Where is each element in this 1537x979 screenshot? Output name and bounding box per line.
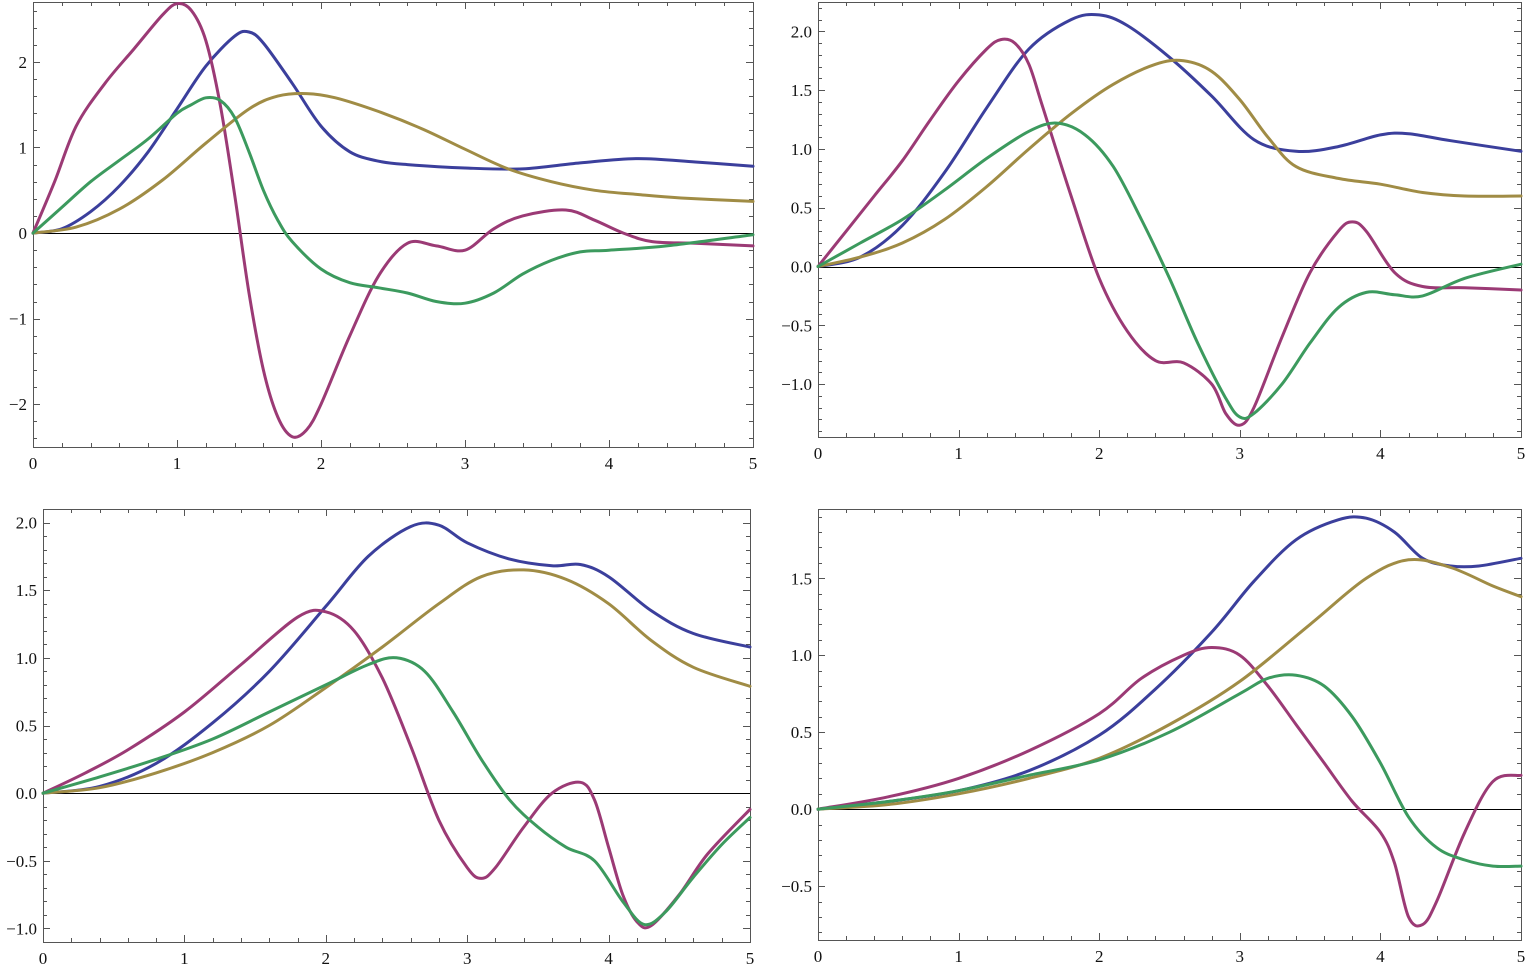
y-tick-label: 1.5 (16, 581, 37, 600)
y-tick-label: 0.5 (791, 199, 812, 218)
y-tick-label: −1.0 (6, 919, 37, 938)
plot-frame-bottom-left (43, 509, 751, 943)
y-tick-label: −1.0 (781, 375, 812, 394)
chart-svg-top-left: 0 1 2 3 4 5 −2 −1 0 1 2 (9, 2, 758, 473)
x-tick-label: 3 (1236, 947, 1245, 966)
plot-frame-top-right (818, 2, 1522, 438)
y-tick-label: 1.5 (791, 569, 812, 588)
x-tick-label: 3 (461, 454, 470, 473)
y-tick-label: 0 (19, 224, 28, 243)
series-line-magenta-top-right (816, 37, 1523, 427)
y-tick-label: 1 (19, 138, 28, 157)
y-tick-label: 0.5 (16, 717, 37, 736)
y-tick-label: −2 (9, 395, 27, 414)
chart-panel-bottom-right: 0 1 2 3 4 5 −0.5 0.0 0.5 1.0 1.5 (768, 489, 1537, 979)
x-tick-label: 2 (322, 949, 331, 968)
x-tick-label: 4 (1376, 947, 1385, 966)
series-line-green-top-left (31, 95, 755, 306)
plot-frame-bottom-right (818, 509, 1522, 941)
x-tick-label: 4 (605, 454, 614, 473)
x-tick-label: 0 (814, 444, 823, 463)
chart-svg-bottom-right: 0 1 2 3 4 5 −0.5 0.0 0.5 1.0 1.5 (781, 509, 1526, 966)
y-tick-label: 1.0 (791, 646, 812, 665)
y-tick-label: 0.5 (791, 723, 812, 742)
y-tick-label: 2.0 (791, 22, 812, 41)
y-tick-label: 1.5 (791, 81, 812, 100)
y-tick-label: 0.0 (791, 258, 812, 277)
series-line-green-bottom-left (41, 656, 752, 927)
x-tick-label: 3 (1236, 444, 1245, 463)
chart-panel-top-right: 0 1 2 3 4 5 −1.0 −0.5 0.0 0.5 1.0 1.5 2.0 (768, 0, 1537, 489)
y-tick-label: 1.0 (16, 649, 37, 668)
x-tick-label: 5 (749, 454, 758, 473)
x-tick-label: 3 (463, 949, 472, 968)
series-line-olive-bottom-right (816, 557, 1523, 811)
chart-panel-bottom-left: 0 1 2 3 4 5 −1.0 −0.5 0.0 0.5 1.0 1.5 2.0 (0, 489, 768, 979)
series-line-blue-bottom-left (41, 521, 752, 795)
y-tick-label: −0.5 (6, 852, 37, 871)
y-tick-label: 1.0 (791, 140, 812, 159)
y-tick-label: −1 (9, 310, 27, 329)
x-tick-label: 2 (1095, 947, 1104, 966)
x-tick-label: 5 (746, 949, 755, 968)
x-tick-label: 0 (29, 454, 38, 473)
series-line-olive-top-left (31, 92, 755, 235)
series-line-blue-top-left (31, 29, 755, 235)
chart-svg-top-right: 0 1 2 3 4 5 −1.0 −0.5 0.0 0.5 1.0 1.5 2.0 (781, 2, 1526, 463)
series-line-blue-top-right (816, 12, 1523, 268)
plot-frame-top-left (33, 2, 754, 448)
x-tick-label: 4 (604, 949, 613, 968)
chart-svg-bottom-left: 0 1 2 3 4 5 −1.0 −0.5 0.0 0.5 1.0 1.5 2.0 (6, 509, 755, 968)
y-tick-label: 2.0 (16, 514, 37, 533)
series-line-olive-bottom-left (41, 568, 752, 795)
x-tick-label: 5 (1517, 444, 1526, 463)
y-tick-label: 0.0 (16, 784, 37, 803)
x-tick-label: 2 (317, 454, 326, 473)
series-line-magenta-top-left (31, 2, 755, 439)
series-line-olive-top-right (816, 58, 1523, 268)
x-tick-label: 1 (954, 947, 963, 966)
x-tick-label: 2 (1095, 444, 1104, 463)
x-tick-label: 5 (1517, 947, 1526, 966)
x-tick-label: 0 (814, 947, 823, 966)
x-tick-label: 1 (180, 949, 189, 968)
y-tick-label: 2 (19, 53, 28, 72)
y-tick-label: 0.0 (791, 800, 812, 819)
y-tick-label: −0.5 (781, 316, 812, 335)
series-line-magenta-bottom-right (816, 646, 1523, 928)
chart-panel-top-left: 0 1 2 3 4 5 −2 −1 0 1 2 (0, 0, 768, 489)
x-tick-label: 1 (173, 454, 182, 473)
x-tick-label: 1 (954, 444, 963, 463)
x-tick-label: 4 (1376, 444, 1385, 463)
y-tick-label: −0.5 (781, 877, 812, 896)
series-line-green-top-right (816, 121, 1523, 420)
x-tick-label: 0 (39, 949, 48, 968)
series-line-green-bottom-right (816, 673, 1523, 869)
